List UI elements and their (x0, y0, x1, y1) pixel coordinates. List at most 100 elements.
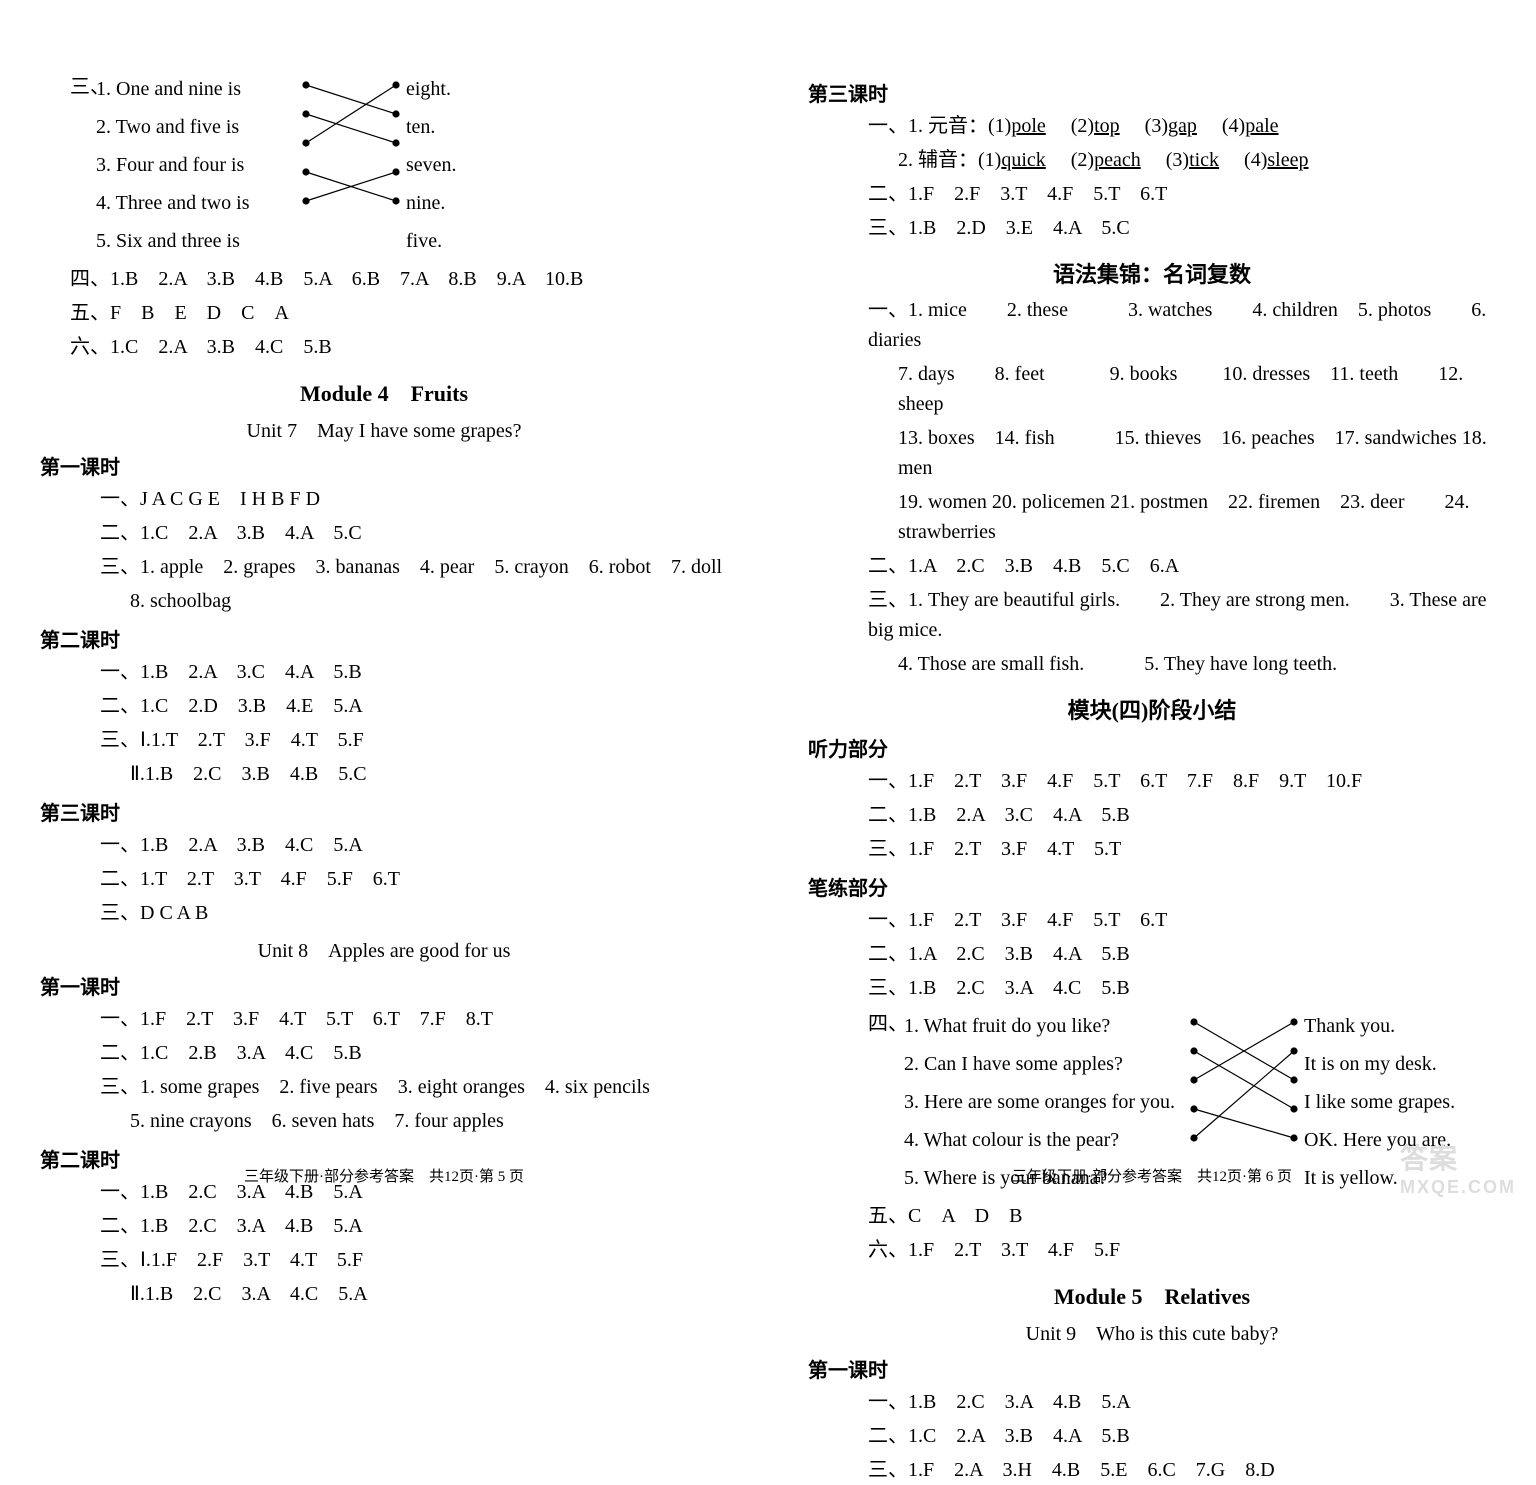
tl2: 二、1.B 2.A 3.C 4.A 5.B (808, 800, 1496, 830)
left-line5: 五、F B E D C A (40, 298, 728, 328)
u9k1-head: 第一课时 (808, 1354, 1496, 1383)
r-k3-1au: pole (1011, 115, 1045, 137)
g7: 4. Those are small fish. 5. They have lo… (808, 649, 1496, 679)
match4-label: 四、 (868, 1007, 904, 1036)
u8k1-3: 三、1. some grapes 2. five pears 3. eight … (40, 1072, 728, 1102)
match3-right-2: ten. (406, 112, 496, 142)
k1-3: 三、1. apple 2. grapes 3. bananas 4. pear … (40, 552, 728, 582)
bl-head: 笔练部分 (808, 872, 1496, 901)
r-k3-1bu: top (1094, 115, 1120, 137)
left-line4: 四、1.B 2.A 3.B 4.B 5.A 6.B 7.A 8.B 9.A 10… (40, 264, 728, 294)
match3-right-4: nine. (406, 188, 496, 218)
match3-left-4: 4. Three and two is (96, 188, 296, 218)
k3-head: 第三课时 (40, 797, 728, 826)
g5: 二、1.A 2.C 3.B 4.B 5.C 6.A (808, 551, 1496, 581)
u8k2-2: 二、1.B 2.C 3.A 4.B 5.A (40, 1211, 728, 1241)
match3-label: 三、 (70, 70, 96, 99)
match3-left-col: 1. One and nine is 2. Two and five is 3.… (96, 70, 296, 260)
r-k3-2d: (4) (1224, 149, 1267, 171)
u8k1-1: 一、1.F 2.T 3.F 4.T 5.T 6.T 7.F 8.T (40, 1004, 728, 1034)
bl1: 一、1.F 2.T 3.F 4.F 5.T 6.T (808, 905, 1496, 935)
r-k3-2bu: peach (1094, 149, 1141, 171)
tl3: 三、1.F 2.T 3.F 4.T 5.T (808, 834, 1496, 864)
r-k3-1du: pale (1245, 115, 1278, 137)
k2-3: 三、Ⅰ.1.T 2.T 3.F 4.T 5.F (40, 725, 728, 755)
r-k3-1d: (4) (1202, 115, 1245, 137)
g6: 三、1. They are beautiful girls. 2. They a… (808, 585, 1496, 645)
match4-left-4: 4. What colour is the pear? (904, 1125, 1184, 1155)
match4-left-3: 3. Here are some oranges for you. (904, 1087, 1184, 1117)
match3-left-5: 5. Six and three is (96, 226, 296, 256)
r-k3-1b: (2) (1051, 115, 1094, 137)
watermark-top: 答案 (1400, 1143, 1458, 1174)
grammar-title: 语法集锦：名词复数 (808, 257, 1496, 289)
r-k3-2au: quick (1001, 149, 1045, 171)
module5-title: Module 5 Relatives (808, 1279, 1496, 1311)
match3-right-col: eight. ten. seven. nine. five. (406, 70, 496, 260)
tl-head: 听力部分 (808, 733, 1496, 762)
k3-1: 一、1.B 2.A 3.B 4.C 5.A (40, 830, 728, 860)
r-k3-2a: 2. 辅音：(1) (898, 149, 1001, 171)
match4-right-3: I like some grapes. (1304, 1087, 1494, 1117)
u8k1-head: 第一课时 (40, 971, 728, 1000)
left-page: 三、 1. One and nine is 2. Two and five is… (0, 0, 768, 1210)
match4-svg (1184, 1007, 1304, 1157)
left-line6: 六、1.C 2.A 3.B 4.C 5.B (40, 332, 728, 362)
g4: 19. women 20. policemen 21. postmen 22. … (808, 487, 1496, 547)
match-block-3: 三、 1. One and nine is 2. Two and five is… (40, 70, 728, 260)
r-k3-2c: (3) (1146, 149, 1189, 171)
r-k3-2: 2. 辅音：(1)quick (2)peach (3)tick (4)sleep (808, 145, 1496, 175)
k2-2: 二、1.C 2.D 3.B 4.E 5.A (40, 691, 728, 721)
g3: 13. boxes 14. fish 15. thieves 16. peach… (808, 423, 1496, 483)
watermark-bottom: MXQE.COM (1400, 1177, 1516, 1198)
k1-2: 二、1.C 2.A 3.B 4.A 5.C (40, 518, 728, 548)
k1-3b: 8. schoolbag (40, 586, 728, 616)
bl3: 三、1.B 2.C 3.A 4.C 5.B (808, 973, 1496, 1003)
r-k3-1a: 一、1. 元音：(1) (868, 115, 1011, 137)
g1: 一、1. mice 2. these 3. watches 4. childre… (808, 295, 1496, 355)
left-footer: 三年级下册·部分参考答案 共12页·第 5 页 (0, 1165, 768, 1186)
match3-left-2: 2. Two and five is (96, 112, 296, 142)
g2: 7. days 8. feet 9. books 10. dresses 11.… (808, 359, 1496, 419)
u9k1-2: 二、1.C 2.A 3.B 4.A 5.B (808, 1421, 1496, 1451)
unit9-title: Unit 9 Who is this cute baby? (808, 1317, 1496, 1346)
match3-left-3: 3. Four and four is (96, 150, 296, 180)
r-k3-2b: (2) (1051, 149, 1094, 171)
match3-right-1: eight. (406, 74, 496, 104)
k2-3b: Ⅱ.1.B 2.C 3.B 4.B 5.C (40, 759, 728, 789)
k2-1: 一、1.B 2.A 3.C 4.A 5.B (40, 657, 728, 687)
match3-right-5: five. (406, 226, 496, 256)
u8k2-3: 三、Ⅰ.1.F 2.F 3.T 4.T 5.F (40, 1245, 728, 1275)
match4-left-1: 1. What fruit do you like? (904, 1011, 1184, 1041)
u8k1-2: 二、1.C 2.B 3.A 4.C 5.B (40, 1038, 728, 1068)
k1-head: 第一课时 (40, 451, 728, 480)
r-k3-head: 第三课时 (808, 78, 1496, 107)
r-k3-3: 二、1.F 2.F 3.T 4.F 5.T 6.T (808, 179, 1496, 209)
r-k3-1c: (3) (1125, 115, 1168, 137)
k1-1: 一、J A C G E I H B F D (40, 484, 728, 514)
module4-title: Module 4 Fruits (40, 376, 728, 408)
r-k3-1cu: gap (1168, 115, 1197, 137)
tl1: 一、1.F 2.T 3.F 4.F 5.T 6.T 7.F 8.F 9.T 10… (808, 766, 1496, 796)
mod4-title: 模块(四)阶段小结 (808, 693, 1496, 725)
k3-2: 二、1.T 2.T 3.T 4.F 5.F 6.T (40, 864, 728, 894)
watermark: 答案 MXQE.COM (1400, 1137, 1516, 1198)
right-page: 第三课时 一、1. 元音：(1)pole (2)top (3)gap (4)pa… (768, 0, 1536, 1210)
match4-right-2: It is on my desk. (1304, 1049, 1494, 1079)
r-k3-2du: sleep (1267, 149, 1308, 171)
bl6: 六、1.F 2.T 3.T 4.F 5.F (808, 1235, 1496, 1265)
match3-svg (296, 70, 406, 220)
match3-left-1: 1. One and nine is (96, 74, 296, 104)
match4-right-1: Thank you. (1304, 1011, 1494, 1041)
k3-3: 三、D C A B (40, 898, 728, 928)
match3-right-3: seven. (406, 150, 496, 180)
r-k3-2cu: tick (1189, 149, 1219, 171)
unit7-title: Unit 7 May I have some grapes? (40, 414, 728, 443)
match4-left-2: 2. Can I have some apples? (904, 1049, 1184, 1079)
r-k3-4: 三、1.B 2.D 3.E 4.A 5.C (808, 213, 1496, 243)
u9k1-3: 三、1.F 2.A 3.H 4.B 5.E 6.C 7.G 8.D (808, 1455, 1496, 1485)
k2-head: 第二课时 (40, 624, 728, 653)
bl2: 二、1.A 2.C 3.B 4.A 5.B (808, 939, 1496, 969)
r-k3-1: 一、1. 元音：(1)pole (2)top (3)gap (4)pale (808, 111, 1496, 141)
u8k1-3b: 5. nine crayons 6. seven hats 7. four ap… (40, 1106, 728, 1136)
